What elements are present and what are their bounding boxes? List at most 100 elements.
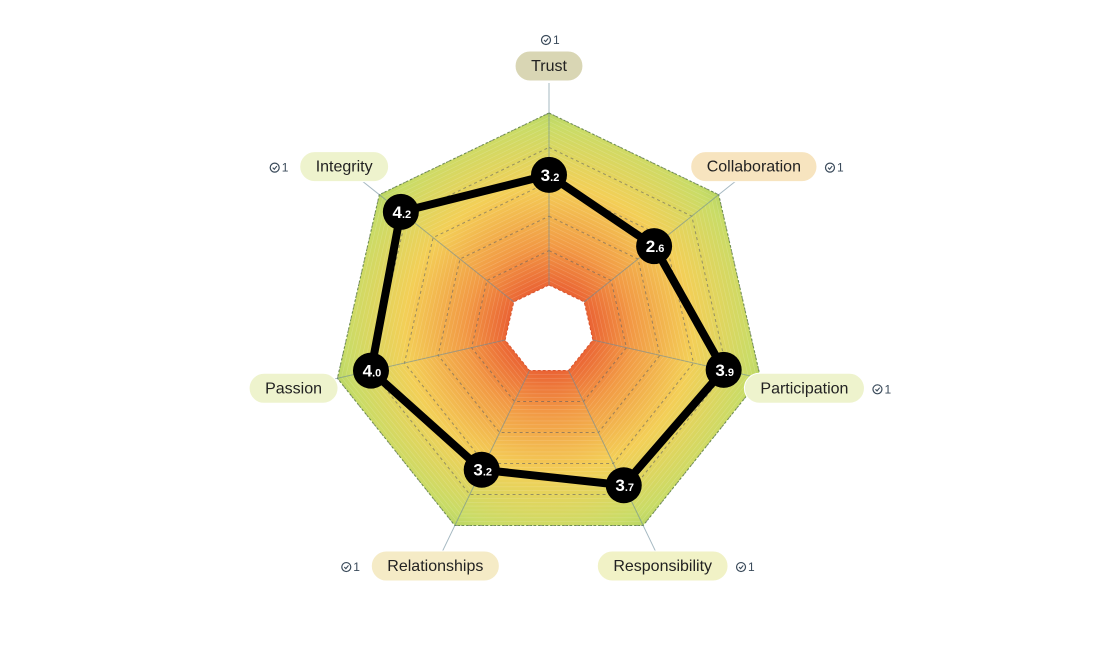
axis-label-text: Responsibility	[613, 558, 712, 575]
radar-hatch-ring	[500, 280, 598, 375]
radar-hatch-ring	[488, 267, 610, 387]
series-line	[366, 170, 728, 490]
data-point-marker	[382, 193, 419, 230]
radar-hatch-ring	[446, 224, 652, 426]
data-point-marker	[463, 451, 500, 488]
radar-hatch-ring	[429, 207, 669, 441]
check-circle-icon	[341, 561, 352, 573]
check-mark-icon	[738, 565, 744, 570]
radar-hatch-ring	[479, 258, 619, 395]
radar-hatch-ring	[441, 220, 657, 430]
radar-grid-ring	[471, 250, 627, 402]
radar-hatch-ring	[462, 241, 636, 410]
axis-label-pill	[514, 50, 584, 82]
response-count: 1	[353, 560, 360, 574]
check-circle-icon	[824, 162, 836, 173]
axis-label-integrity: Integrity 1	[269, 151, 390, 183]
data-label: 4.0	[363, 362, 382, 381]
axis-label-trust: Trust 1	[514, 33, 584, 82]
radar-hatch-ring	[433, 211, 665, 437]
axis-label-passion: Passion	[248, 372, 339, 404]
axis-label-text: Collaboration	[707, 159, 801, 176]
check-mark-icon	[827, 165, 833, 171]
radar-hatch-ring	[467, 245, 631, 406]
radar-axis-line	[355, 175, 515, 303]
radar-grid-ring	[437, 215, 661, 433]
radar-grid-ring	[403, 181, 695, 464]
response-count: 1	[884, 382, 891, 396]
data-point: 3.2	[531, 156, 567, 193]
response-count-badge: 1	[872, 382, 891, 396]
radar-hatch-ring	[399, 177, 699, 468]
check-mark-icon	[343, 565, 349, 570]
data-point-marker	[605, 467, 642, 504]
data-point: 4.0	[352, 352, 389, 389]
radar-axis-line	[568, 370, 657, 553]
data-label: 2.6	[646, 237, 665, 256]
axis-label-text: Integrity	[316, 159, 373, 176]
response-count-badge: 1	[824, 161, 844, 175]
check-circle-icon	[735, 561, 747, 573]
radar-hatch-ring	[492, 271, 606, 383]
radar-hatch-ring	[458, 237, 640, 414]
data-point-marker	[531, 156, 567, 193]
radar-hatch-ring	[420, 198, 678, 449]
response-count: 1	[837, 161, 844, 175]
radar-center-hole	[504, 284, 594, 371]
data-label: 3.7	[615, 476, 634, 495]
radar-hatch-ring	[483, 263, 615, 391]
response-count-badge: 1	[269, 161, 289, 175]
axis-label-pill	[370, 550, 500, 582]
radar-axis-line	[308, 339, 506, 386]
data-point-marker	[705, 351, 742, 388]
response-count: 1	[282, 161, 289, 175]
radar-hatch-ring	[395, 172, 703, 472]
axis-label-text: Passion	[265, 380, 322, 397]
axis-label-pill	[299, 151, 390, 183]
data-point: 3.9	[705, 351, 742, 388]
data-point: 2.6	[636, 228, 673, 265]
radar-fill-area	[337, 113, 761, 526]
data-point: 4.2	[382, 193, 419, 230]
radar-hatch-ring	[454, 233, 644, 418]
radar-hatch-ring	[496, 276, 602, 379]
axis-label-pill	[743, 372, 865, 404]
response-count-badge: 1	[735, 560, 755, 574]
data-label: 3.9	[715, 361, 734, 380]
radar-hatch-ring	[383, 159, 715, 484]
axis-label-participation: Participation 1	[743, 372, 891, 404]
radar-hatch-ring	[341, 116, 757, 522]
axis-label-collaboration: Collaboration 1	[690, 151, 844, 183]
axis-label-text: Participation	[760, 380, 848, 397]
data-point-marker	[636, 228, 673, 265]
radar-hatch-ring	[450, 228, 648, 422]
radar-hatch-ring	[475, 254, 623, 399]
check-circle-icon	[269, 162, 280, 173]
axis-label-pill	[596, 550, 729, 582]
axis-label-pill	[248, 372, 339, 404]
check-circle-icon	[872, 384, 883, 395]
data-point: 3.2	[463, 451, 500, 488]
response-count: 1	[748, 560, 755, 574]
data-label: 3.2	[473, 461, 492, 480]
check-mark-icon	[543, 38, 549, 43]
data-point: 3.7	[605, 467, 642, 504]
axis-label-responsibility: Responsibility 1	[596, 550, 755, 582]
radar-hatch-ring	[379, 155, 719, 488]
axis-label-pill	[690, 151, 818, 183]
radar-hatch-ring	[349, 125, 749, 515]
data-label: 4.2	[393, 203, 412, 222]
radar-hatch-ring	[425, 202, 673, 445]
radar-grid-ring	[336, 112, 762, 526]
radar-hatch-ring	[416, 194, 682, 453]
check-circle-icon	[540, 34, 552, 46]
axis-label-text: Trust	[531, 58, 567, 75]
data-point-marker	[352, 352, 389, 389]
data-label: 3.2	[541, 166, 560, 185]
response-count: 1	[553, 33, 560, 47]
axis-label-relationships: Relationships 1	[341, 550, 500, 582]
response-count-badge: 1	[341, 560, 360, 574]
radar-hatch-ring	[358, 134, 740, 507]
